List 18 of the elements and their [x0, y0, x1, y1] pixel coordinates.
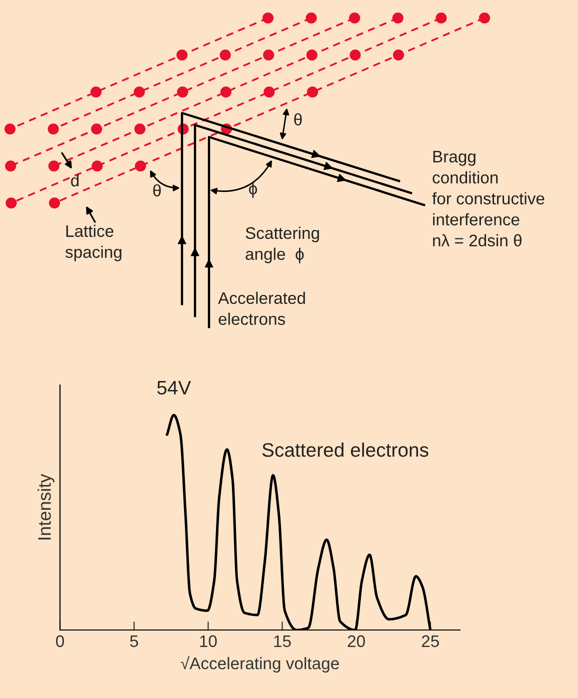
x-axis-title: √Accelerating voltage	[180, 656, 339, 673]
text: θ	[294, 113, 302, 126]
annotation: 54V	[157, 381, 191, 395]
x-tick-label: 20	[348, 635, 365, 648]
text: ϕ	[248, 182, 258, 198]
x-tick-label: 0	[56, 635, 64, 648]
text: θ	[153, 184, 161, 196]
x-tick-label: 10	[200, 635, 217, 648]
text: Lattice spacing	[65, 224, 122, 262]
text: Accelerated electrons	[218, 292, 305, 325]
text: d	[71, 174, 79, 186]
x-tick-label: 15	[274, 635, 291, 648]
x-tick-label: 25	[422, 635, 439, 648]
y-axis-title: Intensity	[38, 474, 54, 540]
text: Scattering angle ϕ	[246, 226, 319, 264]
x-tick-label: 5	[130, 635, 138, 648]
series-label: Scattered electrons	[262, 442, 428, 457]
text: Bragg condition for constructive interference nλ = 2dsin θ	[432, 150, 544, 246]
